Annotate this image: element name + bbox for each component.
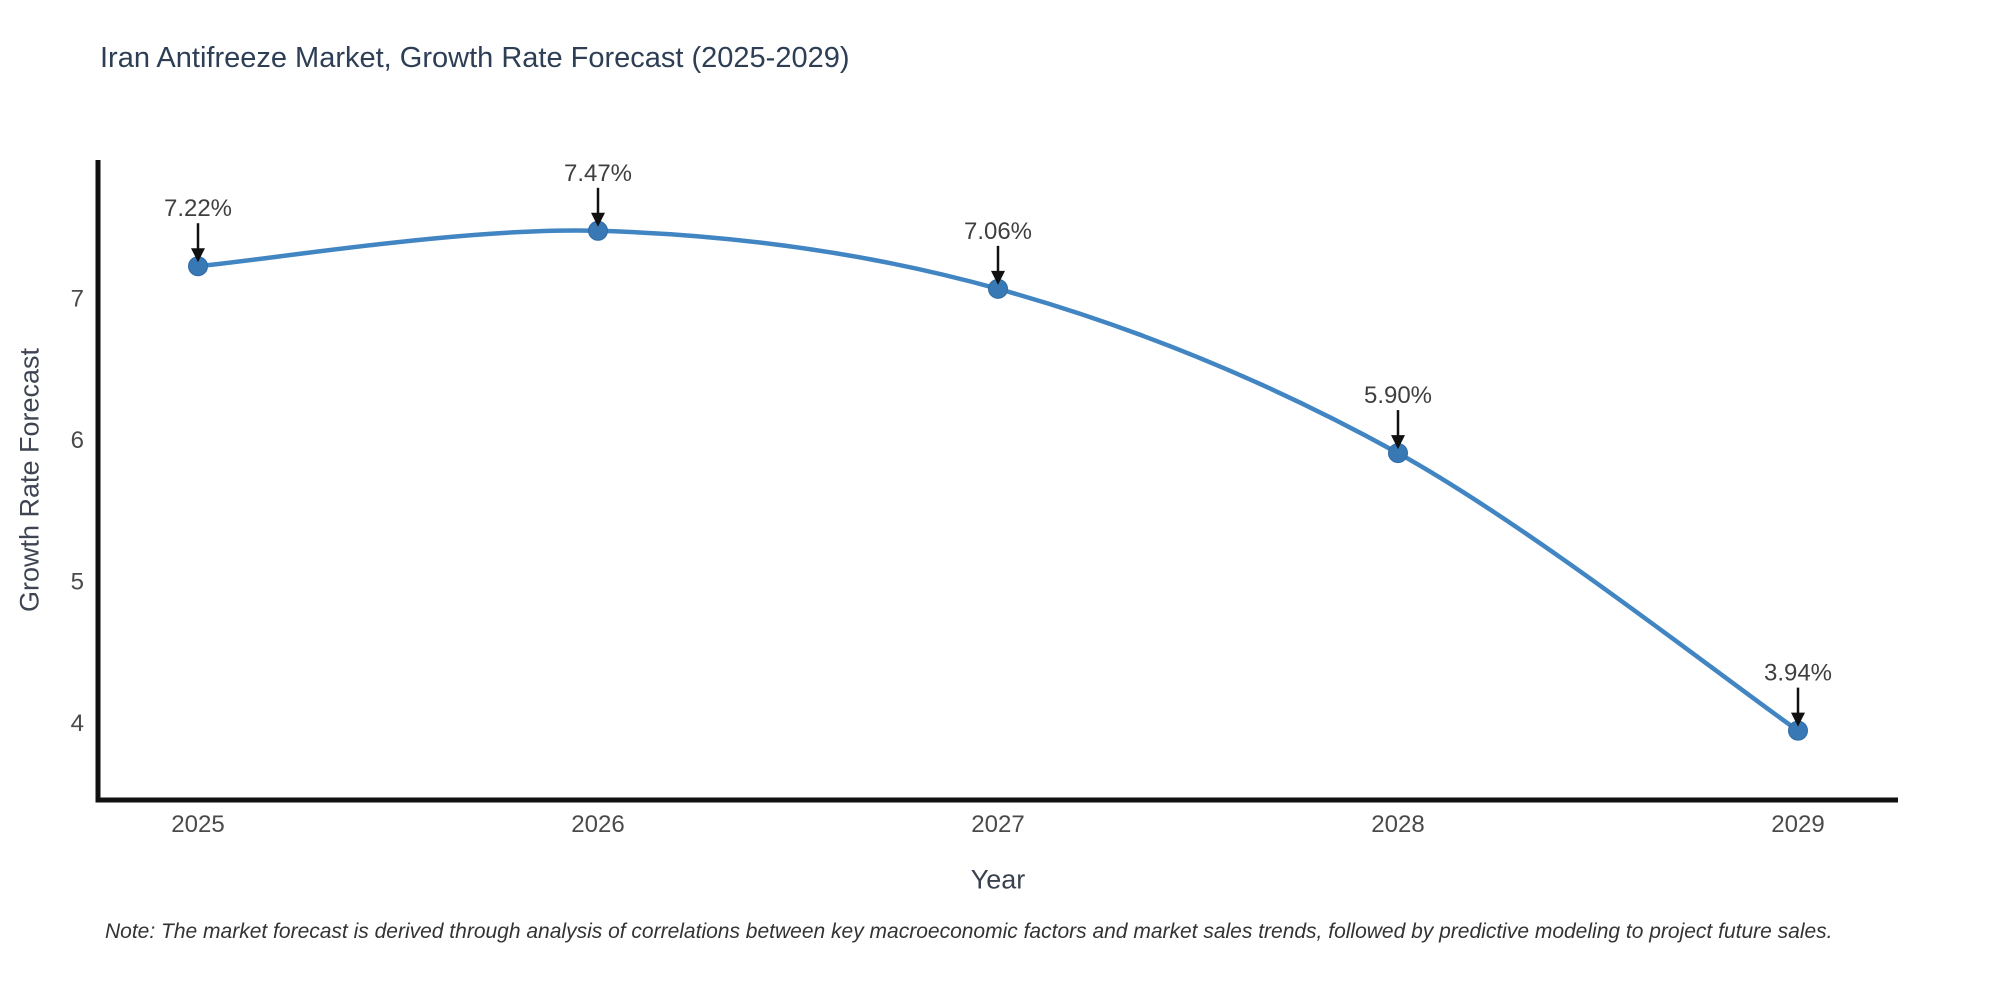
y-tick-6: 6 [71,427,84,454]
point-label-2025: 7.22% [164,195,232,222]
y-tick-4: 4 [71,710,84,737]
annotation-arrowhead-2026 [591,212,605,227]
y-tick-5: 5 [71,569,84,596]
chart-title: Iran Antifreeze Market, Growth Rate Fore… [100,42,850,74]
y-tick-7: 7 [71,285,84,312]
x-tick-2028: 2028 [1371,811,1424,838]
trend-line [197,228,1800,733]
point-label-2029: 3.94% [1764,660,1832,687]
annotation-arrowhead-2027 [991,270,1005,285]
x-tick-2026: 2026 [571,811,624,838]
y-axis-title: Growth Rate Forecast [14,347,45,613]
point-label-2028: 5.90% [1364,382,1432,409]
axis-lines [95,160,1898,803]
x-axis-title: Year [970,864,1026,895]
annotation-arrowhead-2028 [1391,435,1405,450]
annotation-arrowhead-2029 [1791,712,1805,727]
footnote: Note: The market forecast is derived thr… [105,920,1833,943]
point-label-2026: 7.47% [564,160,632,187]
x-tick-2027: 2027 [971,811,1024,838]
x-tick-2029: 2029 [1771,811,1824,838]
x-tick-2025: 2025 [171,811,224,838]
annotation-arrowhead-2025 [191,248,205,263]
point-label-2027: 7.06% [964,218,1032,245]
